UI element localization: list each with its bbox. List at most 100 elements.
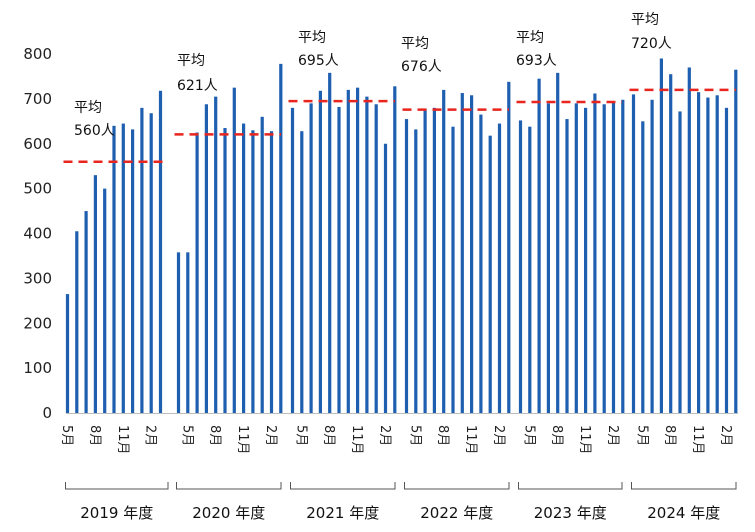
average-lines xyxy=(63,88,736,163)
bar xyxy=(687,67,691,414)
month-tick-label: 5月 xyxy=(179,425,194,446)
month-tick-label: 5月 xyxy=(521,425,536,446)
month-tick-label: 11月 xyxy=(349,425,364,455)
bar xyxy=(75,231,79,413)
average-title: 平均 xyxy=(177,53,205,69)
y-tick-label: 0 xyxy=(42,404,52,422)
bar xyxy=(470,95,474,413)
bar xyxy=(93,175,97,413)
average-value: 693人 xyxy=(516,53,557,69)
bar xyxy=(383,143,388,413)
month-tick-label: 8月 xyxy=(321,425,336,446)
year-bracket xyxy=(518,482,623,490)
bar xyxy=(260,116,264,413)
month-tick-label: 8月 xyxy=(662,425,677,446)
year-bracket xyxy=(65,482,169,490)
bar xyxy=(706,97,710,413)
bar xyxy=(112,125,116,414)
bar xyxy=(149,113,153,414)
bar xyxy=(121,123,125,413)
bar xyxy=(442,89,446,414)
average-title: 平均 xyxy=(516,30,544,46)
y-tick-label: 800 xyxy=(23,45,52,63)
bar xyxy=(574,103,578,414)
bar xyxy=(460,93,464,413)
y-axis: 0 100 200 300 400 500 600 700 800 xyxy=(23,45,52,422)
bar xyxy=(65,294,70,413)
bar xyxy=(365,96,369,413)
bar xyxy=(232,87,236,413)
month-tick-label: 2月 xyxy=(605,425,620,446)
bar xyxy=(715,95,719,413)
year-bracket xyxy=(631,482,737,490)
bar xyxy=(593,93,597,414)
bar xyxy=(650,99,654,414)
month-tick-label: 2月 xyxy=(143,425,158,446)
bar xyxy=(279,63,283,414)
bar xyxy=(724,107,729,413)
bar xyxy=(204,104,208,413)
year-bracket xyxy=(176,482,282,490)
bar xyxy=(214,96,218,413)
month-tick-label: 8月 xyxy=(435,425,450,446)
y-tick-label: 500 xyxy=(23,180,52,198)
fiscal-year-label: 2022 年度 xyxy=(420,504,493,522)
month-tick-label: 5月 xyxy=(293,425,308,446)
bar xyxy=(328,72,332,413)
bar xyxy=(641,121,645,413)
bar xyxy=(242,123,246,413)
bar xyxy=(223,128,227,414)
average-title: 平均 xyxy=(74,100,102,116)
bar xyxy=(602,104,606,413)
bar xyxy=(432,107,436,413)
bar xyxy=(584,107,588,413)
average-value: 720人 xyxy=(631,36,672,52)
bar xyxy=(290,107,295,413)
average-value: 560人 xyxy=(74,123,115,139)
year-brackets: 2019 年度 2020 年度 2021 年度 2022 年度 2023 年度 2024 … xyxy=(65,482,737,522)
year-bracket xyxy=(404,482,510,490)
average-title: 平均 xyxy=(631,12,659,28)
month-tick-label: 2月 xyxy=(491,425,506,446)
y-tick-label: 100 xyxy=(23,359,52,377)
average-value: 676人 xyxy=(401,59,442,75)
bar xyxy=(734,69,738,414)
bar xyxy=(556,72,560,413)
bar xyxy=(131,129,135,413)
fiscal-year-label: 2023 年度 xyxy=(534,504,607,522)
bar xyxy=(337,106,341,413)
bar xyxy=(621,99,625,414)
bar xyxy=(565,119,569,413)
y-tick-label: 200 xyxy=(23,314,52,332)
bar xyxy=(176,252,181,413)
x-axis: 5月 8月 11月 2月 5月 8月 11月 2月 5月 8月 11月 2月 5月 8月 11月 2月 5月 8月… xyxy=(59,413,738,455)
bar xyxy=(251,130,255,414)
bar xyxy=(497,123,502,413)
bar xyxy=(404,119,409,413)
y-tick-label: 700 xyxy=(23,90,52,108)
month-tick-label: 8月 xyxy=(87,425,102,446)
month-tick-label: 11月 xyxy=(463,425,478,455)
month-tick-label: 5月 xyxy=(407,425,422,446)
bar xyxy=(669,74,673,413)
bar xyxy=(697,92,701,413)
bar xyxy=(528,126,532,413)
bar xyxy=(158,90,163,414)
average-title: 平均 xyxy=(298,30,326,46)
bars xyxy=(65,58,738,414)
y-tick-label: 400 xyxy=(23,225,52,243)
fiscal-year-label: 2020 年度 xyxy=(192,504,265,522)
bar xyxy=(393,86,397,413)
month-tick-label: 11月 xyxy=(577,425,592,455)
bar xyxy=(611,102,616,414)
bar xyxy=(537,78,541,414)
y-tick-label: 600 xyxy=(23,135,52,153)
month-tick-label: 2月 xyxy=(263,425,278,446)
bar xyxy=(518,120,523,414)
bar xyxy=(374,104,378,413)
month-tick-label: 8月 xyxy=(207,425,222,446)
month-tick-label: 11月 xyxy=(115,425,130,455)
bar xyxy=(423,108,427,413)
bar xyxy=(451,126,455,413)
